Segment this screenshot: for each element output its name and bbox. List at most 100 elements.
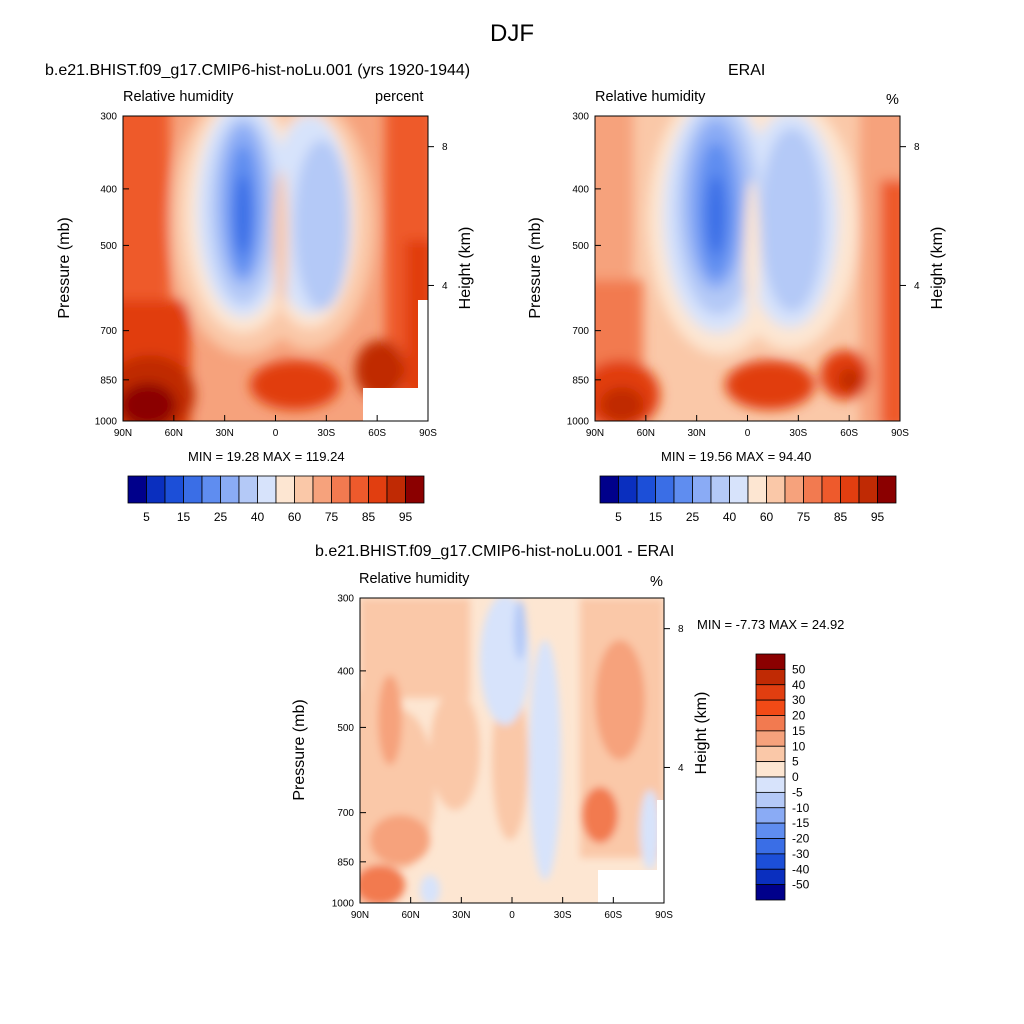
colorbar-model-swatch <box>405 475 425 504</box>
colorbar-model-label: 5 <box>143 510 150 524</box>
colorbar-diff-swatch <box>755 745 786 763</box>
colorbar-model-label: 25 <box>214 510 228 524</box>
panel-diff-field <box>360 598 664 903</box>
panel-obs-xtick-label: 60S <box>840 428 858 439</box>
colorbar-diff-label: -10 <box>792 801 810 815</box>
colorbar-obs-swatch <box>636 475 656 504</box>
colorbar-model-swatch <box>127 475 147 504</box>
colorbar-diff-label: 30 <box>792 693 806 707</box>
colorbar-diff-swatch <box>755 807 786 824</box>
tick-labels: 90N 60N 30N 0 30S 60S 90S300400500700850100084… <box>95 112 920 922</box>
colorbar-model-label: 40 <box>251 510 265 524</box>
colorbar-diff-swatch <box>755 868 786 886</box>
panel-model-ytick-right-label: 8 <box>442 142 448 153</box>
colorbar-model-label: 95 <box>399 510 413 524</box>
colorbar-model-swatch <box>257 475 277 504</box>
colorbar-diff-swatch <box>755 884 786 901</box>
colorbar-diff-label: -40 <box>792 862 810 876</box>
panel-model-ytick-label: 300 <box>100 112 117 123</box>
panel-model-units-label: percent <box>375 89 424 105</box>
colorbar-diff-label: 15 <box>792 724 806 738</box>
colorbar-model-swatch <box>294 475 314 504</box>
colorbar-obs-label: 40 <box>723 510 737 524</box>
colorbar-diff-label: -50 <box>792 878 810 892</box>
colorbar-diff-label: 5 <box>792 755 799 769</box>
colorbar-diff-label: -20 <box>792 832 810 846</box>
colorbar-obs-swatch <box>766 475 786 504</box>
colorbar-diff-label: 40 <box>792 678 806 692</box>
colorbar-model-swatch <box>164 475 184 504</box>
colorbar-diff-swatch <box>755 653 786 670</box>
panel-diff-ytick-label: 500 <box>337 723 354 734</box>
panel-obs-ytick-label: 700 <box>572 326 589 337</box>
colorbar-diff-swatch <box>755 730 786 747</box>
colorbar-model-label: 15 <box>177 510 191 524</box>
panel-diff-ytick-label: 400 <box>337 666 354 677</box>
colorbar-diff-swatch <box>755 791 786 809</box>
panel-obs-ytick-label: 300 <box>572 112 589 123</box>
panel-model-xtick-label: 90N <box>114 428 132 439</box>
panel-obs-ytick-label: 400 <box>572 184 589 195</box>
colorbar-obs-swatch <box>747 475 767 504</box>
colorbar-obs-swatch <box>821 475 841 504</box>
panel-model-xtick-label: 30S <box>317 428 335 439</box>
panel-model-ytick-label: 1000 <box>95 417 118 428</box>
panel-diff-ytick-label: 850 <box>337 857 354 868</box>
panel-obs-xtick-label: 60N <box>637 428 655 439</box>
panel-model-field <box>123 116 428 421</box>
panel-model-xtick-label: 0 <box>273 428 279 439</box>
colorbar-diff-label: 10 <box>792 739 806 753</box>
colorbar-obs-label: 15 <box>649 510 663 524</box>
colorbar-diff-swatch <box>755 761 786 778</box>
panel-diff-ytick-label: 300 <box>337 594 354 605</box>
panel-model-title: b.e21.BHIST.f09_g17.CMIP6-hist-noLu.001 … <box>45 62 471 79</box>
colorbar-model-label: 60 <box>288 510 302 524</box>
colorbar-obs-label: 95 <box>871 510 885 524</box>
panel-model-ytick-label: 500 <box>100 241 117 252</box>
colorbar-model-swatch <box>386 475 406 504</box>
colorbar-obs-swatch <box>618 475 638 504</box>
panel-obs-ytick-label: 850 <box>572 375 589 386</box>
panel-diff-stats: MIN = -7.73 MAX = 24.92 <box>697 617 845 632</box>
panel-model-xtick-label: 60S <box>368 428 386 439</box>
colorbar-diff-swatch <box>755 715 786 732</box>
panel-diff-xtick-label: 0 <box>509 910 515 921</box>
panel-model-xtick-label: 90S <box>419 428 437 439</box>
colorbar-diff-label: 0 <box>792 770 799 784</box>
colorbar-model-swatch <box>183 475 203 504</box>
panel-model-xtick-label: 30N <box>215 428 233 439</box>
panel-obs-xtick-label: 30S <box>789 428 807 439</box>
panel-diff-title: b.e21.BHIST.f09_g17.CMIP6-hist-noLu.001 … <box>315 543 675 560</box>
colorbar-diff-swatch <box>755 776 786 793</box>
panel-diff-ytick-right-label: 4 <box>678 763 684 774</box>
panel-obs-xtick-label: 30N <box>687 428 705 439</box>
colorbar-diff-label: 50 <box>792 662 806 676</box>
panel-diff-xtick-label: 90S <box>655 910 673 921</box>
panel-diff-units-label: % <box>650 574 663 590</box>
colorbar-obs-swatch <box>803 475 823 504</box>
colorbar-model-swatch <box>331 475 351 504</box>
panel-obs-xtick-label: 90N <box>586 428 604 439</box>
colorbar-obs-swatch <box>599 475 619 504</box>
panel-obs-ytick-label: 500 <box>572 241 589 252</box>
colorbar-model-swatch <box>312 475 332 504</box>
colorbar-obs-label: 85 <box>834 510 848 524</box>
panel-model-ytick-label: 400 <box>100 184 117 195</box>
colorbar-obs-label: 75 <box>797 510 811 524</box>
colorbar-diff-swatch <box>755 822 786 839</box>
panel-diff-xtick-label: 60N <box>401 910 419 921</box>
panel-obs-units-label: % <box>886 92 899 108</box>
colorbar-obs-swatch <box>840 475 860 504</box>
panel-model-ytick-label: 700 <box>100 326 117 337</box>
colorbar-obs-swatch <box>692 475 712 504</box>
colorbar-diff-swatch <box>755 699 786 716</box>
panel-diff-variable-label: Relative humidity <box>359 571 470 587</box>
colorbar-model-swatch <box>368 475 388 504</box>
panel-diff-xtick-label: 60S <box>604 910 622 921</box>
colorbar-obs-swatch <box>729 475 749 504</box>
colorbar-obs-swatch <box>673 475 693 504</box>
colorbar-model-swatch <box>349 475 369 504</box>
panel-diff-ytick-label: 700 <box>337 808 354 819</box>
panel-obs-ytick-right-label: 8 <box>914 142 920 153</box>
